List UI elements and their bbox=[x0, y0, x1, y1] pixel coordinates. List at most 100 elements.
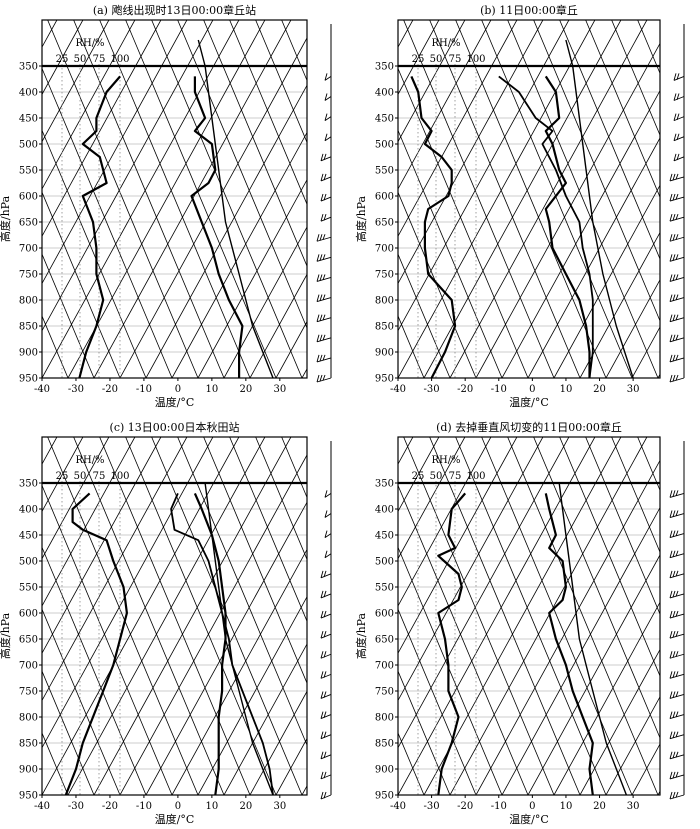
skew-grid-line bbox=[605, 278, 660, 378]
skew-grid-line bbox=[631, 743, 660, 795]
x-tick-label: 30 bbox=[627, 384, 640, 395]
skew-grid-line bbox=[99, 20, 251, 378]
skew-grid-line bbox=[542, 20, 692, 378]
wind-barb bbox=[669, 274, 685, 282]
wind-barb bbox=[669, 314, 685, 323]
skew-grid-line bbox=[429, 437, 581, 795]
y-tick-label: 700 bbox=[19, 244, 38, 255]
y-axis-label: 高度/hPa bbox=[0, 612, 12, 659]
x-tick-label: 0 bbox=[175, 801, 181, 812]
wind-barb bbox=[669, 570, 685, 579]
skew-grid-line bbox=[507, 20, 659, 378]
skew-grid-line bbox=[403, 20, 555, 378]
wind-barb bbox=[320, 731, 332, 740]
skew-grid-line bbox=[398, 608, 477, 795]
y-tick-label: 950 bbox=[19, 374, 38, 385]
dewpoint-curve bbox=[64, 492, 129, 795]
skew-grid-line bbox=[67, 20, 266, 378]
dewpoint-curve bbox=[437, 492, 467, 795]
wind-barb bbox=[669, 354, 685, 363]
wind-barb bbox=[669, 334, 685, 343]
skew-grid-line bbox=[47, 20, 199, 378]
wind-barb bbox=[669, 791, 685, 800]
skew-grid-line bbox=[145, 84, 307, 378]
skew-grid-line bbox=[398, 732, 425, 795]
wind-barb bbox=[320, 691, 332, 699]
y-tick-label: 850 bbox=[375, 322, 394, 333]
skew-grid-line bbox=[403, 437, 555, 795]
panel-title: (b) 11日00:00章丘 bbox=[480, 3, 578, 17]
rh-tick-label: 25 bbox=[412, 54, 425, 65]
skew-grid-line bbox=[553, 184, 660, 378]
plot-area bbox=[42, 437, 700, 795]
wind-barb bbox=[669, 671, 685, 679]
x-tick-label: -10 bbox=[136, 384, 152, 395]
skew-grid-line bbox=[73, 20, 225, 378]
wind-barb bbox=[669, 213, 685, 222]
wind-barb bbox=[320, 751, 332, 760]
y-tick-label: 500 bbox=[19, 140, 38, 151]
skew-grid-line bbox=[588, 20, 700, 378]
wind-barb bbox=[324, 510, 332, 518]
skew-grid-line bbox=[579, 648, 660, 795]
dewpoint-curve bbox=[410, 75, 457, 378]
skew-grid-line bbox=[527, 137, 660, 378]
wind-barb bbox=[669, 234, 685, 242]
wind-barb-profile bbox=[669, 24, 685, 383]
y-tick-label: 750 bbox=[19, 687, 38, 698]
x-tick-label: 0 bbox=[529, 384, 535, 395]
wind-barb bbox=[669, 731, 685, 740]
wind-barb bbox=[320, 651, 332, 659]
temperature-curve bbox=[193, 492, 227, 795]
y-axis-label: 高度/hPa bbox=[354, 195, 368, 242]
x-tick-label: 10 bbox=[206, 384, 219, 395]
skew-grid-line bbox=[125, 437, 277, 795]
y-tick-label: 650 bbox=[375, 635, 394, 646]
y-tick-label: 500 bbox=[375, 140, 394, 151]
y-tick-label: 650 bbox=[19, 635, 38, 646]
rh-tick-label: 50 bbox=[430, 471, 443, 482]
skew-grid-line bbox=[646, 20, 700, 378]
skew-grid-line bbox=[197, 595, 307, 795]
y-tick-label: 700 bbox=[375, 661, 394, 672]
wind-barb bbox=[320, 173, 332, 182]
skew-grid-line bbox=[588, 437, 700, 795]
x-tick-label: -40 bbox=[390, 801, 406, 812]
rh-tick-label: 25 bbox=[56, 54, 69, 65]
skew-grid-line bbox=[0, 437, 112, 795]
skew-grid-line bbox=[533, 20, 660, 322]
skew-grid-line bbox=[398, 484, 529, 795]
y-tick-label: 450 bbox=[375, 531, 394, 542]
wind-barb bbox=[320, 631, 332, 639]
wind-barb bbox=[669, 771, 685, 780]
plot-area bbox=[42, 20, 700, 378]
skew-grid-line bbox=[398, 20, 492, 190]
y-tick-label: 950 bbox=[19, 791, 38, 802]
rh-tick-label: 100 bbox=[466, 471, 485, 482]
skew-grid-line bbox=[666, 20, 700, 378]
x-tick-label: 20 bbox=[593, 801, 606, 812]
plot-frame bbox=[397, 19, 661, 379]
y-tick-label: 350 bbox=[375, 62, 394, 73]
wind-barb bbox=[316, 274, 332, 282]
y-tick-label: 750 bbox=[375, 270, 394, 281]
skew-grid-line bbox=[67, 437, 266, 795]
rh-tick-label: 75 bbox=[93, 471, 106, 482]
y-tick-label: 400 bbox=[375, 505, 394, 516]
wind-barb bbox=[669, 510, 685, 518]
plot-frame bbox=[41, 19, 308, 379]
skew-grid-line bbox=[93, 437, 292, 795]
skew-grid-line bbox=[646, 437, 700, 795]
y-tick-label: 550 bbox=[375, 583, 394, 594]
y-tick-label: 450 bbox=[19, 114, 38, 125]
skew-grid-line bbox=[42, 67, 173, 378]
wind-barb bbox=[324, 113, 332, 121]
x-tick-label: -10 bbox=[136, 801, 152, 812]
wind-barb bbox=[320, 214, 332, 222]
x-tick-label: 30 bbox=[273, 384, 286, 395]
y-tick-label: 850 bbox=[375, 739, 394, 750]
skew-grid-line bbox=[151, 20, 303, 378]
skew-grid-line bbox=[42, 670, 95, 795]
skew-grid-line bbox=[42, 20, 136, 190]
